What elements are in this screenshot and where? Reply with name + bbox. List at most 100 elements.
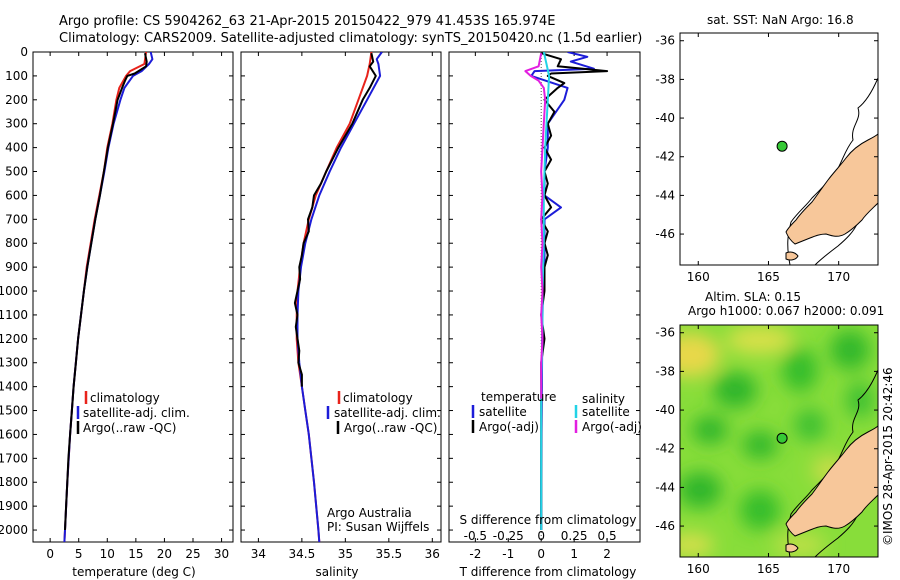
- x-tick-label: -2: [469, 547, 481, 561]
- sla-patch-yellow: [680, 533, 714, 557]
- x-tick-label: 2: [603, 547, 611, 561]
- temperature-chart: 0100200300400500600700800900100011001200…: [0, 45, 233, 561]
- map-x-tick-label: 160: [687, 562, 710, 576]
- map-x-tick-label: 165: [757, 270, 780, 284]
- map-y-tick-label: -36: [655, 326, 675, 340]
- series-line-satellite-adj-clim: [63, 52, 154, 542]
- depth-tick-label: 1100: [0, 308, 28, 322]
- depth-tick-label: 1300: [0, 356, 28, 370]
- map-sst-axes: 160 165 170 -36 -38 -40 -42 -44 -46: [655, 33, 878, 284]
- depth-tick-label: 0: [20, 45, 28, 59]
- map-sla-area: [680, 325, 878, 557]
- series-line-argo-raw-qc: [293, 52, 377, 387]
- depth-tick-label: 1600: [0, 427, 28, 441]
- map-sst-title: sat. SST: NaN Argo: 16.8: [707, 13, 854, 27]
- x-tick-label: 25: [185, 547, 200, 561]
- salinity-panel-frame: [240, 51, 442, 543]
- salinity-xlabel: salinity: [315, 565, 358, 579]
- legend-temperature-title: temperature: [481, 390, 556, 404]
- legend-s-argo-label: Argo(-adj): [582, 420, 642, 434]
- series-line-s-argo-adj: [524, 53, 547, 399]
- figure-title-line1: Argo profile: CS 5904262_63 21-Apr-2015 …: [59, 14, 555, 29]
- depth-tick-label: 1400: [0, 380, 28, 394]
- difference-legend: temperature satellite Argo(-adj) salinit…: [471, 390, 642, 434]
- depth-tick-label: 600: [5, 188, 28, 202]
- temperature-panel-frame: [32, 51, 234, 543]
- x-tick-label: 36: [425, 547, 440, 561]
- sla-patch-green: [846, 382, 874, 418]
- depth-tick-label: 1500: [0, 404, 28, 418]
- salinity-legend: climatology satellite-adj. clim. Argo(..…: [326, 391, 441, 435]
- x-tick-label: 15: [128, 547, 143, 561]
- legend-argo-label: Argo(..raw -QC): [344, 421, 437, 435]
- stewart-island-land: [785, 543, 799, 553]
- depth-tick-label: 1000: [0, 284, 28, 298]
- map-x-tick-label: 160: [687, 270, 710, 284]
- map-y-tick-label: -44: [655, 480, 675, 494]
- depth-tick-label: 1900: [0, 499, 28, 513]
- legend-argo-label: Argo(..raw -QC): [83, 421, 176, 435]
- map-y-tick-label: -44: [655, 188, 675, 202]
- x-tick-label: 35: [338, 547, 353, 561]
- argo-float-location-marker: [776, 140, 788, 152]
- sla-anomaly-field: [680, 326, 874, 557]
- salinity-chart: 34 34.5 35 35.5 36: [241, 51, 441, 561]
- sla-patch-yellow: [726, 326, 794, 354]
- series-line-s-satellite: [540, 52, 551, 530]
- map-x-tick-label: 170: [827, 270, 850, 284]
- map-sla-axes: 160 165 170 -36 -38 -40 -42 -44 -46: [655, 325, 878, 576]
- argo-float-location-marker: [776, 432, 788, 444]
- depth-tick-label: 1200: [0, 332, 28, 346]
- legend-climatology-label: climatology: [90, 391, 160, 405]
- sla-patch-green: [740, 490, 780, 530]
- legend-salinity-title: salinity: [582, 392, 625, 406]
- sla-patch-green: [794, 409, 826, 441]
- depth-tick-label: 900: [5, 260, 28, 274]
- legend-satellite-label: satellite-adj. clim.: [83, 406, 190, 420]
- map-x-tick-label: 170: [827, 562, 850, 576]
- new-zealand-south-island-land: [785, 425, 878, 537]
- legend-t-satellite-label: satellite: [479, 405, 527, 419]
- series-line-satellite-adj-clim: [296, 52, 383, 542]
- sla-patch-green: [830, 330, 870, 370]
- series-line-climatology: [295, 52, 373, 542]
- x-tick-label: 34: [251, 547, 266, 561]
- map-y-tick-label: -42: [655, 150, 675, 164]
- x-tick-label: 0: [537, 547, 545, 561]
- sla-patch-green: [680, 472, 722, 508]
- sla-patch-yellow: [680, 333, 720, 377]
- difference-xlabel-top: S difference from climatology: [460, 513, 637, 527]
- map-y-tick-label: -38: [655, 72, 675, 86]
- x-tick-label: 35.5: [375, 547, 402, 561]
- s-tick-label: 0.5: [598, 529, 617, 543]
- temperature-legend: climatology satellite-adj. clim. Argo(..…: [76, 391, 190, 435]
- map-sst-frame: [679, 32, 879, 266]
- series-group: [63, 52, 154, 542]
- legend-climatology-label: climatology: [343, 391, 413, 405]
- figure-title-line2: Climatology: CARS2009. Satellite-adjuste…: [59, 31, 642, 46]
- series-line-t-argo-adj: [540, 52, 609, 530]
- legend-satellite-label: satellite-adj. clim.: [334, 406, 441, 420]
- sla-patch-green: [742, 431, 778, 459]
- s-tick-label: -0.5: [464, 529, 487, 543]
- map-y-tick-label: -40: [655, 111, 675, 125]
- sla-patch-green: [782, 348, 818, 392]
- sla-patch-green: [713, 372, 757, 408]
- depth-tick-label: 1800: [0, 475, 28, 489]
- map-x-tick-label: 165: [757, 562, 780, 576]
- depth-tick-label: 700: [5, 212, 28, 226]
- legend-t-argo-label: Argo(-adj): [479, 420, 539, 434]
- stewart-island-land: [785, 251, 799, 261]
- salinity-annotation-line1: Argo Australia: [327, 506, 412, 520]
- map-y-tick-label: -40: [655, 403, 675, 417]
- series-line-climatology: [63, 52, 148, 542]
- s-tick-label: 0.25: [561, 529, 588, 543]
- x-tick-label: -1: [502, 547, 514, 561]
- temperature-xlabel: temperature (deg C): [72, 565, 195, 579]
- s-tick-label: -0.25: [493, 529, 524, 543]
- map-y-tick-label: -38: [655, 364, 675, 378]
- map-y-tick-label: -46: [655, 227, 675, 241]
- series-group: [524, 52, 609, 530]
